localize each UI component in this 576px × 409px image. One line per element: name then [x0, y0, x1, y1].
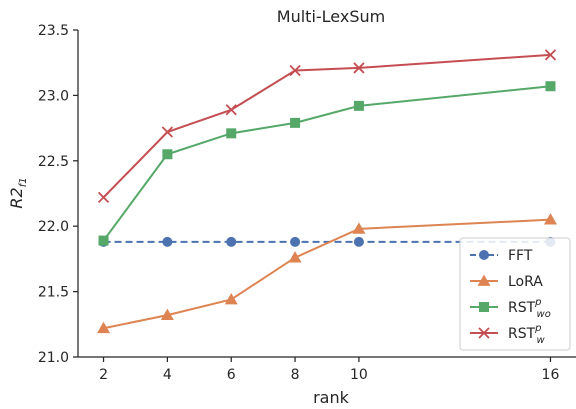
series-1 [97, 213, 557, 334]
data-point [290, 236, 301, 247]
legend-marker [479, 250, 489, 260]
series-2 [98, 81, 556, 246]
data-point [162, 149, 173, 160]
y-tick-label: 23.5 [38, 23, 69, 39]
legend-marker [477, 274, 491, 286]
x-axis-title: rank [313, 388, 350, 407]
data-point [97, 321, 111, 334]
series-line [103, 218, 551, 330]
x-tick-label: 6 [227, 367, 236, 383]
data-point [288, 251, 302, 263]
series-line [102, 53, 551, 199]
series-3 [97, 49, 557, 204]
y-axis-title: R2f1 [7, 177, 29, 208]
data-point [97, 191, 110, 204]
svg-text:R2f1: R2f1 [7, 177, 29, 208]
legend-label: RSTp wo [508, 297, 551, 320]
data-point [289, 64, 301, 77]
x-tick-label: 2 [99, 367, 108, 383]
y-axis-title-sub: f1 [18, 177, 29, 187]
legend: FFT LoRA RSTp wo RSTp w [459, 237, 571, 351]
y-axis-title-main: R2 [7, 187, 26, 208]
data-point [98, 235, 109, 246]
x-tick-label: 4 [163, 367, 172, 383]
data-point [226, 128, 237, 139]
axes: 21.0 21.5 22.0 22.5 23.0 23.5 2 4 6 8 10 16 [38, 23, 576, 383]
x-tick-label: 10 [350, 367, 368, 383]
data-point [353, 62, 365, 74]
x-tick-label: 8 [291, 367, 300, 383]
data-point [162, 236, 173, 247]
data-point [353, 100, 364, 111]
data-point [225, 104, 237, 116]
y-tick-label: 22.0 [38, 219, 69, 235]
y-tick-label: 21.0 [38, 350, 69, 366]
legend-label: FFT [508, 248, 533, 264]
data-point [290, 117, 301, 128]
legend-label: RSTp w [508, 323, 546, 346]
data-point [224, 292, 238, 305]
series-line [102, 85, 551, 242]
data-point [545, 81, 556, 92]
chart-title: Multi-LexSum [277, 7, 385, 26]
data-point [352, 222, 366, 234]
legend-item: LoRA [470, 274, 543, 290]
legend-item: RSTp w [470, 323, 546, 346]
y-tick-label: 21.5 [38, 285, 69, 301]
data-point [161, 126, 174, 138]
data-point [353, 236, 364, 247]
legend-item: RSTp wo [470, 297, 551, 320]
legend-item: FFT [470, 248, 533, 264]
data-point [544, 49, 557, 61]
data-point [543, 213, 557, 225]
y-tick-label: 23.0 [38, 88, 69, 104]
y-tick-label: 22.5 [38, 154, 69, 170]
data-point [160, 308, 174, 321]
legend-label: LoRA [508, 274, 543, 290]
x-tick-label: 16 [542, 367, 560, 383]
legend-marker [478, 327, 490, 339]
legend-marker [479, 302, 489, 312]
legend-box [459, 237, 571, 351]
data-point [226, 236, 237, 247]
